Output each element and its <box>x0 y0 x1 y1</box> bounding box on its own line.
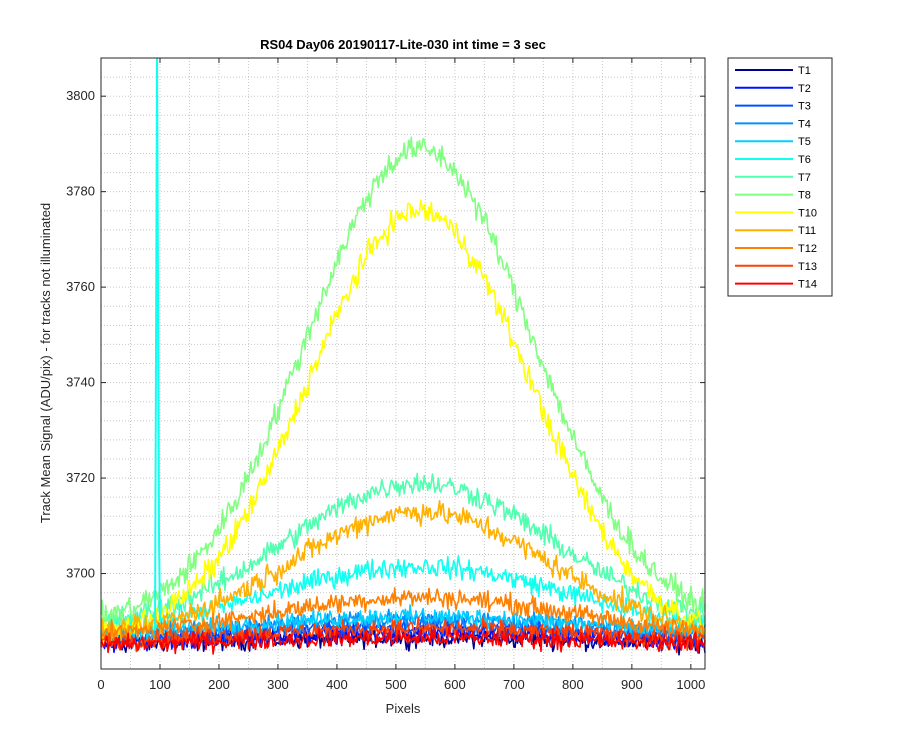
x-tick-label: 0 <box>97 677 104 692</box>
plot-border <box>100 57 706 670</box>
chart-title: RS04 Day06 20190117-Lite-030 int time = … <box>260 37 546 52</box>
series-line-t10 <box>100 199 706 648</box>
legend-label: T4 <box>798 118 811 130</box>
legend-item-t6: T6 <box>735 154 811 166</box>
x-axis-label: Pixels <box>386 701 421 716</box>
legend-label: T6 <box>798 154 811 166</box>
legend-label: T5 <box>798 136 811 148</box>
legend-item-t3: T3 <box>735 101 811 113</box>
x-tick-label: 300 <box>267 677 289 692</box>
legend-label: T14 <box>798 279 817 291</box>
legend-item-t11: T11 <box>735 225 816 237</box>
legend-label: T7 <box>798 172 811 184</box>
legend-label: T12 <box>798 243 817 255</box>
y-tick-label: 3720 <box>66 470 95 485</box>
legend-item-t13: T13 <box>735 261 817 273</box>
series-line-t7 <box>100 472 706 627</box>
series-spike-t6 <box>154 57 162 631</box>
x-tick-label: 600 <box>444 677 466 692</box>
x-tick-label: 200 <box>208 677 230 692</box>
x-tick-label: 700 <box>503 677 525 692</box>
legend-label: T8 <box>798 190 811 202</box>
series-line-t11 <box>100 500 706 645</box>
axis-ticks: 0 100 200 300 400 500 600 700 800 900 1000 3700 3720… <box>66 58 705 692</box>
x-tick-label: 500 <box>385 677 407 692</box>
legend-label: T10 <box>798 207 817 219</box>
series-lines <box>100 57 706 656</box>
series-line-t12 <box>100 587 706 647</box>
x-tick-label: 400 <box>326 677 348 692</box>
legend-label: T3 <box>798 101 811 113</box>
legend-item-t10: T10 <box>735 207 817 219</box>
y-tick-label: 3780 <box>66 184 95 199</box>
legend-item-t8: T8 <box>735 190 811 202</box>
x-tick-label: 100 <box>149 677 171 692</box>
legend-item-t5: T5 <box>735 136 811 148</box>
legend-label: T13 <box>798 261 817 273</box>
legend-item-t2: T2 <box>735 83 811 95</box>
series-line-t14 <box>100 626 706 655</box>
y-tick-label: 3760 <box>66 279 95 294</box>
legend-label: T11 <box>798 225 816 237</box>
legend: T1 T2 T3 T4 T5 T6 T7 T8 T10 T11 T12 T13 T14 <box>727 57 833 297</box>
legend-item-t1: T1 <box>735 65 811 77</box>
y-axis-label: Track Mean Signal (ADU/pix) - for tracks… <box>38 203 53 523</box>
x-tick-label: 1000 <box>676 677 705 692</box>
legend-item-t4: T4 <box>735 118 811 130</box>
legend-item-t7: T7 <box>735 172 811 184</box>
y-tick-label: 3740 <box>66 375 95 390</box>
y-tick-label: 3800 <box>66 88 95 103</box>
legend-label: T1 <box>798 65 811 77</box>
legend-label: T2 <box>798 83 811 95</box>
legend-item-t12: T12 <box>735 243 817 255</box>
series-line-t8 <box>100 136 706 629</box>
x-tick-label: 800 <box>562 677 584 692</box>
x-tick-label: 900 <box>621 677 643 692</box>
y-tick-label: 3700 <box>66 566 95 581</box>
legend-item-t14: T14 <box>735 279 817 291</box>
